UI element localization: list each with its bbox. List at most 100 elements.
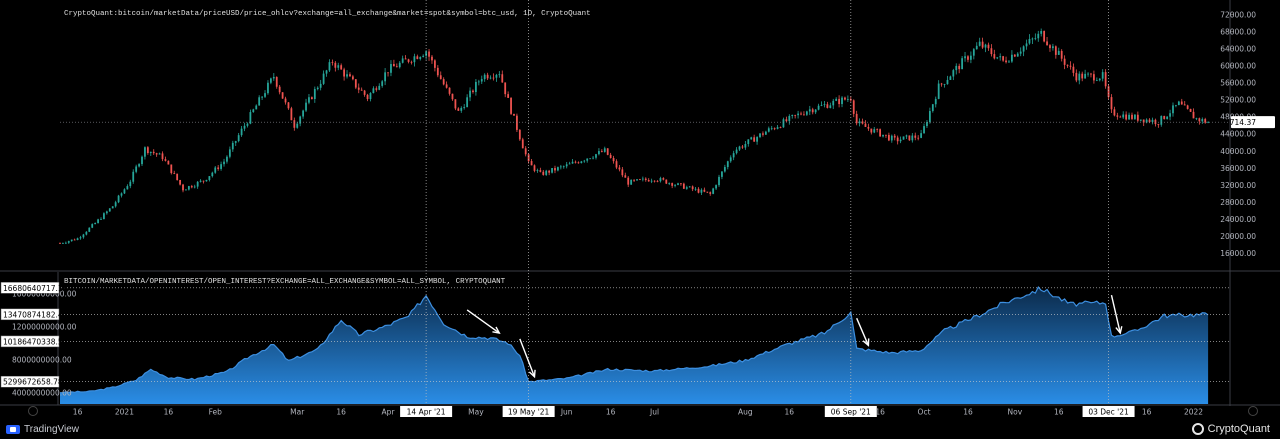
candle-body bbox=[882, 134, 884, 137]
open-interest-pane[interactable] bbox=[58, 286, 1230, 404]
time-tick-label: 16 bbox=[1054, 408, 1064, 417]
candle-body bbox=[88, 227, 91, 232]
candle-body bbox=[59, 243, 61, 244]
candle-body bbox=[1013, 54, 1016, 57]
candle-body bbox=[999, 56, 1002, 58]
candle-body bbox=[237, 135, 240, 142]
tradingview-brand[interactable]: TradingView bbox=[6, 424, 79, 435]
price-tick-label: 52000.00 bbox=[1220, 96, 1256, 105]
candle-body bbox=[357, 87, 360, 90]
candle-body bbox=[310, 97, 313, 100]
candle-body bbox=[1046, 41, 1048, 46]
candle-body bbox=[193, 186, 196, 188]
highlight-date-label: 06 Sep '21 bbox=[831, 408, 871, 417]
candle-body bbox=[841, 97, 843, 105]
price-pane[interactable] bbox=[59, 28, 1230, 244]
candle-body bbox=[1066, 64, 1069, 66]
candle-body bbox=[325, 70, 328, 74]
candle-body bbox=[442, 79, 445, 85]
candle-body bbox=[302, 110, 305, 117]
candle-body bbox=[779, 127, 782, 128]
candle-body bbox=[835, 98, 838, 101]
time-tick-label: 16 bbox=[336, 408, 346, 417]
candle-body bbox=[1122, 114, 1125, 118]
candle-body bbox=[170, 164, 173, 174]
candle-body bbox=[709, 192, 712, 194]
candle-body bbox=[62, 243, 64, 244]
candle-body bbox=[1049, 45, 1051, 49]
candle-body bbox=[428, 51, 430, 57]
candle-body bbox=[674, 184, 676, 186]
candle-body bbox=[530, 161, 533, 166]
candle-body bbox=[138, 164, 140, 167]
candle-body bbox=[902, 136, 905, 140]
candle-body bbox=[662, 178, 665, 180]
time-tick-label: 2021 bbox=[115, 408, 134, 417]
candle-body bbox=[120, 193, 123, 196]
candle-body bbox=[943, 84, 946, 85]
candle-body bbox=[600, 151, 603, 152]
candle-body bbox=[846, 98, 849, 100]
candle-body bbox=[278, 86, 281, 93]
candle-body bbox=[609, 154, 612, 158]
candle-body bbox=[322, 73, 325, 84]
candle-body bbox=[715, 185, 717, 189]
candle-body bbox=[366, 94, 369, 100]
candle-body bbox=[861, 121, 864, 124]
price-tick-label: 24000.00 bbox=[1220, 215, 1256, 224]
candle-body bbox=[1084, 73, 1087, 79]
oi-tick-label: 16000000000.00 bbox=[12, 289, 77, 298]
candle-body bbox=[926, 122, 928, 127]
tradingview-logo-icon bbox=[6, 425, 20, 434]
candle-body bbox=[85, 231, 88, 235]
candle-body bbox=[1008, 61, 1010, 63]
candle-body bbox=[208, 176, 211, 180]
candle-body bbox=[220, 164, 222, 169]
candle-body bbox=[144, 147, 146, 157]
candle-body bbox=[794, 114, 797, 116]
candle-body bbox=[855, 113, 858, 124]
candle-body bbox=[580, 161, 583, 164]
candle-body bbox=[448, 87, 451, 94]
candle-body bbox=[340, 65, 343, 70]
candle-body bbox=[76, 238, 79, 241]
candle-body bbox=[978, 41, 981, 46]
candle-body bbox=[1072, 66, 1075, 73]
candle-body bbox=[759, 133, 761, 138]
candle-body bbox=[864, 123, 867, 127]
highlight-date-label: 03 Dec '21 bbox=[1088, 408, 1129, 417]
candle-body bbox=[955, 65, 958, 71]
candle-body bbox=[501, 74, 504, 83]
candle-body bbox=[729, 157, 732, 162]
candle-body bbox=[1116, 115, 1119, 117]
candle-body bbox=[149, 151, 152, 154]
candle-body bbox=[272, 76, 275, 79]
candle-body bbox=[1166, 116, 1169, 119]
candle-body bbox=[103, 213, 105, 220]
time-tick-label: Aug bbox=[738, 408, 753, 417]
candle-body bbox=[492, 77, 495, 79]
candle-body bbox=[592, 157, 594, 159]
arrow-head bbox=[1115, 326, 1123, 335]
candle-body bbox=[934, 98, 937, 105]
candle-body bbox=[267, 82, 269, 94]
candle-body bbox=[885, 134, 887, 136]
candle-body bbox=[463, 107, 466, 108]
candle-body bbox=[691, 186, 694, 190]
oi-level-label: 16680640717.18 bbox=[3, 284, 68, 293]
candle-body bbox=[199, 180, 202, 182]
candle-body bbox=[764, 131, 767, 135]
candle-body bbox=[255, 105, 258, 110]
arrow-shaft bbox=[466, 309, 500, 334]
candle-body bbox=[803, 114, 805, 116]
candle-body bbox=[744, 143, 747, 148]
candle-body bbox=[349, 74, 351, 77]
candle-body bbox=[923, 126, 925, 134]
candle-body bbox=[1189, 108, 1192, 112]
candle-body bbox=[1198, 118, 1201, 122]
candle-body bbox=[565, 164, 568, 167]
candle-body bbox=[64, 242, 67, 244]
candle-body bbox=[937, 83, 940, 99]
candle-body bbox=[114, 202, 117, 207]
candle-body bbox=[928, 111, 931, 123]
